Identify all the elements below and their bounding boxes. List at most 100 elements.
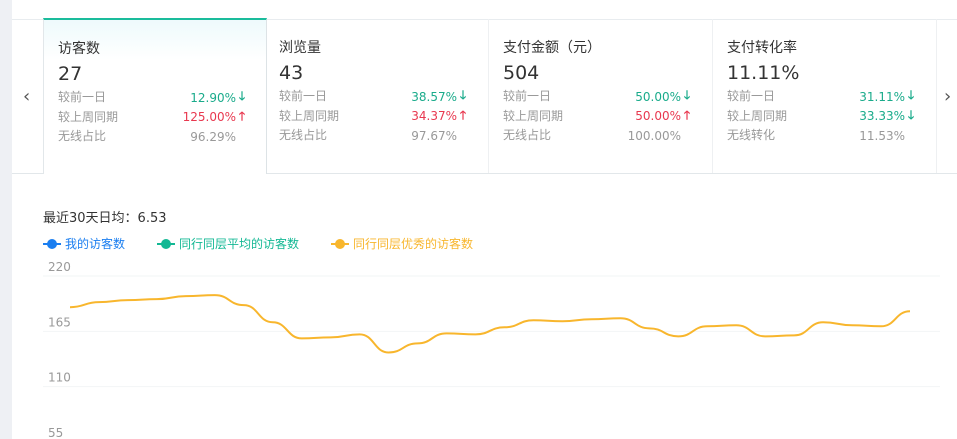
legend-dot-icon	[43, 238, 61, 249]
data-point[interactable]	[530, 317, 536, 323]
metric-value: 504	[503, 62, 540, 84]
row-label: 较上周同期	[503, 108, 564, 123]
arrow-down-icon: 🡓	[459, 88, 467, 103]
legend-label: 同行同层平均的访客数	[179, 237, 300, 251]
sidebar-strip	[0, 0, 12, 439]
data-point[interactable]	[386, 349, 392, 355]
metric-row: 较上周同期 125.00% 🡑	[58, 108, 248, 128]
metric-row: 较前一日 31.11% 🡓	[727, 87, 917, 107]
row-label: 较上周同期	[58, 109, 119, 124]
metric-value: 11.11%	[727, 62, 800, 84]
thirty-day-average: 最近30天日均：6.53	[43, 211, 167, 226]
row-value: 34.37%	[411, 109, 457, 124]
legend-dot-icon	[157, 238, 176, 249]
metric-title: 支付金额（元）	[503, 40, 601, 56]
metric-card[interactable]: 浏览量 43 较前一日 38.57% 🡓 较上周同期 34.37% 🡑 无线占比 97.67%	[265, 19, 489, 173]
data-point[interactable]	[675, 333, 681, 339]
data-point[interactable]	[241, 302, 247, 308]
data-point[interactable]	[559, 318, 565, 324]
divider	[12, 19, 957, 20]
row-label: 较前一日	[503, 89, 552, 103]
data-point[interactable]	[183, 293, 189, 299]
metric-row: 较上周同期 34.37% 🡑	[279, 107, 469, 127]
legend-item-peer-excellent[interactable]: 同行同层优秀的访客数	[331, 235, 473, 252]
data-point[interactable]	[125, 297, 131, 303]
data-point[interactable]	[588, 316, 594, 322]
arrow-up-icon: 🡑	[459, 107, 467, 122]
next-arrow-icon[interactable]: ›	[944, 86, 952, 107]
series-line	[69, 294, 911, 354]
data-point[interactable]	[820, 319, 826, 325]
prev-arrow-icon[interactable]: ‹	[23, 86, 31, 107]
metric-card[interactable]: 支付转化率 11.11% 较前一日 31.11% 🡓 较上周同期 33.33% 🡓 无线转化 11…	[713, 19, 937, 173]
arrow-down-icon: 🡓	[683, 88, 691, 103]
data-point[interactable]	[444, 330, 450, 336]
arrow-down-icon: 🡓	[238, 89, 246, 104]
metric-card[interactable]: 访客数 27 较前一日 12.90% 🡓 较上周同期 125.00% 🡑 无线占比 96.29%	[43, 18, 267, 174]
metric-row: 较前一日 12.90% 🡓	[58, 88, 248, 108]
row-value: 33.33%	[859, 109, 905, 124]
y-tick-label: 165	[48, 315, 71, 329]
metric-row: 无线转化 11.53%	[727, 126, 917, 146]
data-point[interactable]	[501, 324, 507, 330]
row-label: 无线占比	[58, 129, 107, 143]
data-point[interactable]	[733, 322, 739, 328]
data-point[interactable]	[849, 322, 855, 328]
data-point[interactable]	[67, 304, 73, 310]
data-point[interactable]	[328, 334, 334, 340]
y-tick-label: 220	[48, 260, 71, 274]
legend-item-my-visitors[interactable]: 我的访客数	[43, 235, 125, 252]
metric-row: 较前一日 38.57% 🡓	[279, 87, 469, 107]
data-point[interactable]	[617, 315, 623, 321]
row-label: 较上周同期	[279, 108, 340, 123]
row-label: 无线占比	[279, 128, 328, 142]
chart-legend: 我的访客数 同行同层平均的访客数 同行同层优秀的访客数	[43, 235, 505, 252]
data-point[interactable]	[96, 299, 102, 305]
legend-label: 同行同层优秀的访客数	[353, 237, 474, 251]
metric-row: 无线占比 100.00%	[503, 126, 693, 146]
row-label: 较前一日	[279, 89, 328, 103]
y-tick-label: 110	[48, 371, 71, 385]
data-point[interactable]	[357, 331, 363, 337]
row-value: 12.90%	[190, 90, 236, 105]
row-value: 100.00%	[627, 128, 681, 143]
legend-item-peer-average[interactable]: 同行同层平均的访客数	[157, 235, 299, 252]
row-value: 96.29%	[190, 129, 236, 144]
row-value: 50.00%	[635, 109, 681, 124]
data-point[interactable]	[791, 332, 797, 338]
metric-row: 较上周同期 33.33% 🡓	[727, 107, 917, 127]
data-point[interactable]	[212, 292, 218, 298]
row-value: 125.00%	[182, 110, 236, 125]
metric-row: 较上周同期 50.00% 🡑	[503, 107, 693, 127]
data-point[interactable]	[704, 323, 710, 329]
legend-dot-icon	[331, 238, 350, 249]
metric-row: 无线占比 96.29%	[58, 127, 248, 147]
data-point[interactable]	[154, 296, 160, 302]
data-point[interactable]	[646, 325, 652, 331]
row-label: 较前一日	[58, 90, 107, 104]
data-point[interactable]	[473, 331, 479, 337]
row-label: 较前一日	[727, 89, 776, 103]
row-label: 无线转化	[727, 128, 776, 142]
data-point[interactable]	[299, 335, 305, 341]
row-value: 11.53%	[859, 128, 905, 143]
data-point[interactable]	[415, 340, 421, 346]
arrow-up-icon: 🡑	[683, 107, 691, 122]
metric-title: 支付转化率	[727, 40, 797, 56]
divider	[12, 173, 957, 174]
arrow-down-icon: 🡓	[907, 107, 915, 122]
data-point[interactable]	[762, 333, 768, 339]
y-tick-label: 55	[48, 426, 63, 439]
data-point[interactable]	[878, 323, 884, 329]
metric-row: 较前一日 50.00% 🡓	[503, 87, 693, 107]
legend-label: 我的访客数	[65, 237, 126, 251]
data-point[interactable]	[270, 319, 276, 325]
arrow-down-icon: 🡓	[907, 88, 915, 103]
metric-title: 浏览量	[279, 40, 321, 56]
metric-value: 27	[58, 63, 83, 85]
data-point[interactable]	[907, 308, 913, 314]
row-value: 38.57%	[411, 89, 457, 104]
metric-row: 无线占比 97.67%	[279, 126, 469, 146]
metric-card[interactable]: 支付金额（元） 504 较前一日 50.00% 🡓 较上周同期 50.00% 🡑 无线占比 100…	[489, 19, 713, 173]
